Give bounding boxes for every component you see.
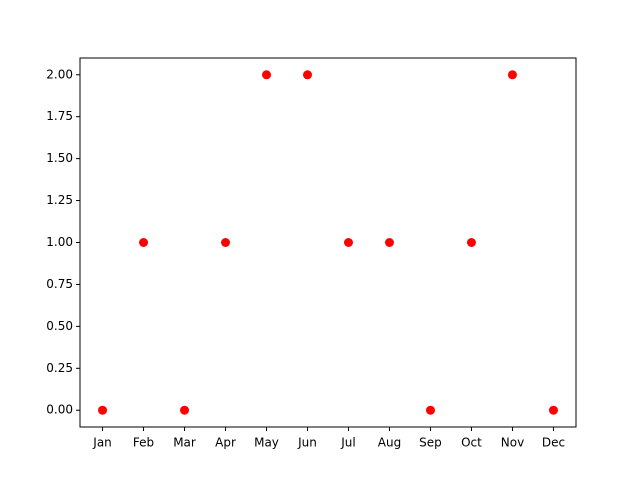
x-tick-label: Jan — [92, 436, 112, 450]
x-tick-label: Jun — [297, 436, 317, 450]
y-tick-label: 1.75 — [46, 109, 73, 123]
point — [139, 238, 149, 247]
x-tick-label: Sep — [419, 436, 442, 450]
x-tick-label: Oct — [461, 436, 482, 450]
y-tick-label: 0.50 — [46, 319, 73, 333]
y-tick-label: 0.25 — [46, 361, 73, 375]
plot-frame — [79, 57, 577, 428]
y-tick-label: 0.75 — [46, 277, 73, 291]
x-tick-label: Dec — [542, 436, 565, 450]
point — [548, 405, 558, 415]
x-tick-label: Aug — [378, 436, 401, 450]
point — [303, 70, 313, 80]
point — [343, 238, 353, 247]
x-tick-label: Jul — [340, 436, 355, 450]
point — [180, 405, 190, 415]
point — [98, 405, 108, 415]
y-tick-label: 0.00 — [46, 403, 73, 417]
point — [507, 70, 517, 80]
y-tick-label: 1.50 — [46, 151, 73, 165]
x-tick-label: May — [254, 436, 279, 450]
x-tick-label: Mar — [173, 436, 196, 450]
y-tick-label: 1.00 — [46, 235, 73, 249]
y-tick-label: 2.00 — [46, 67, 73, 81]
x-tick-label: Nov — [501, 436, 524, 450]
point — [262, 70, 272, 80]
point — [425, 405, 435, 415]
x-tick-label: Apr — [215, 436, 236, 450]
point — [466, 238, 476, 247]
point — [384, 238, 394, 247]
point — [221, 238, 231, 247]
x-tick-label: Feb — [133, 436, 154, 450]
y-tick-label: 1.25 — [46, 193, 73, 207]
